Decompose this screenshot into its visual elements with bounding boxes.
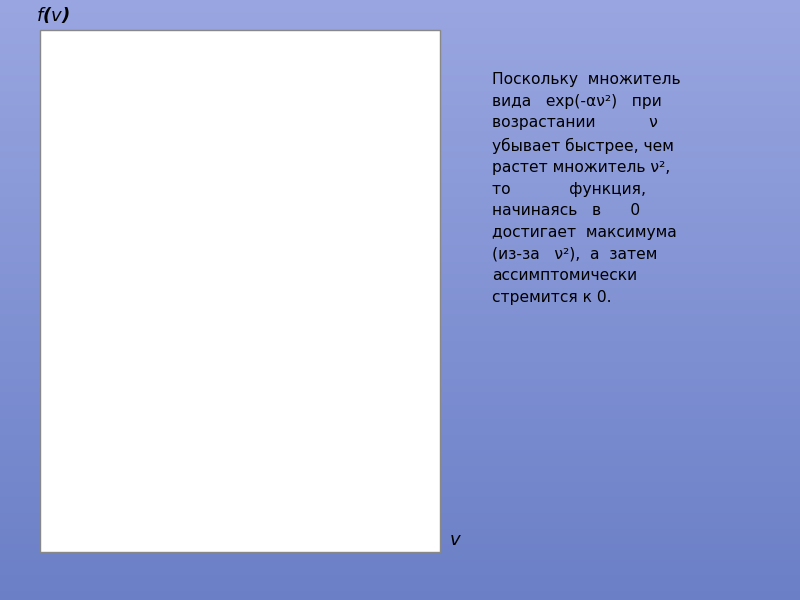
Text: 0.5: 0.5 (45, 286, 69, 301)
Text: 0: 0 (59, 522, 69, 537)
Text: Поскольку  множитель
вида   exp(-αν²)   при
возрастании           ν
убывает быст: Поскольку множитель вида exp(-αν²) при в… (492, 72, 681, 305)
Text: $\mathrm{e}^{-\alpha v^2}$: $\mathrm{e}^{-\alpha v^2}$ (160, 182, 224, 209)
Text: $v$: $v$ (449, 532, 462, 550)
Text: 1.0: 1.0 (45, 74, 69, 89)
Text: $f$($v$): $f$($v$) (35, 5, 70, 25)
Text: $v^2$: $v^2$ (322, 158, 363, 232)
